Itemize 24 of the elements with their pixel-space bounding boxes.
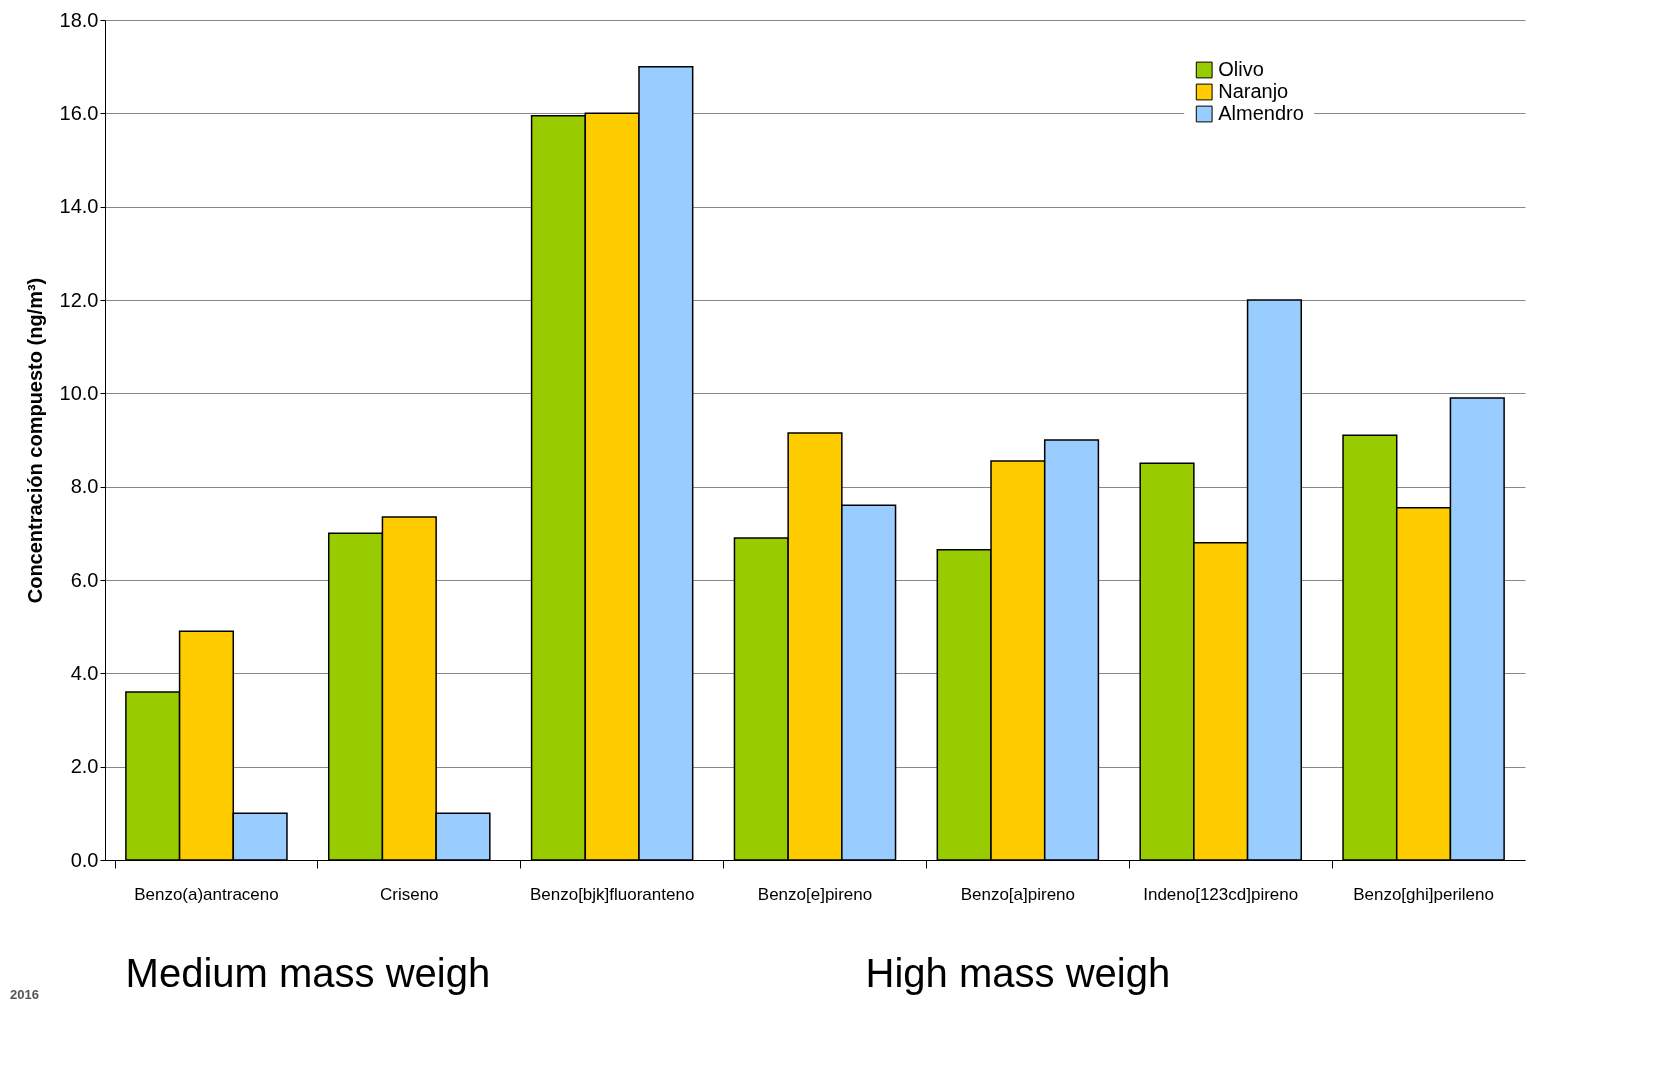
y-tick-label: 14.0 [59, 195, 99, 218]
x-tick-label: Benzo[ghi]perileno [1353, 884, 1494, 904]
y-tick-label: 16.0 [59, 101, 99, 124]
x-tick-label: Criseno [379, 884, 439, 904]
text: High mass weigh [865, 951, 1171, 995]
x-tick-label: Benzo[bjk]fluoranteno [529, 884, 695, 904]
x-tick-label: Benzo[a]pireno [960, 884, 1076, 904]
legend-label: Olivo [1218, 58, 1264, 80]
x-tick-label: Benzo(a)antraceno [134, 884, 279, 904]
y-tick-label: 8.0 [70, 475, 99, 498]
text: Medium mass weigh [125, 951, 491, 995]
y-tick-label: 12.0 [59, 288, 99, 311]
x-tick-label: Indeno[123cd]pireno [1143, 884, 1299, 904]
y-tick-label: 4.0 [70, 661, 99, 684]
y-tick-label: 18.0 [59, 8, 99, 31]
legend-label: Almendro [1218, 102, 1304, 124]
legend-label: Naranjo [1218, 80, 1289, 102]
y-tick-label: 0.0 [70, 848, 99, 871]
text: 2016 [10, 987, 39, 1002]
y-tick-label: 6.0 [70, 568, 99, 591]
y-tick-label: 10.0 [59, 381, 99, 404]
x-tick-label: Benzo[e]pireno [757, 884, 873, 904]
y-axis-title: Concentración compuesto (ng/m³) [23, 277, 46, 604]
y-tick-label: 2.0 [70, 755, 99, 778]
